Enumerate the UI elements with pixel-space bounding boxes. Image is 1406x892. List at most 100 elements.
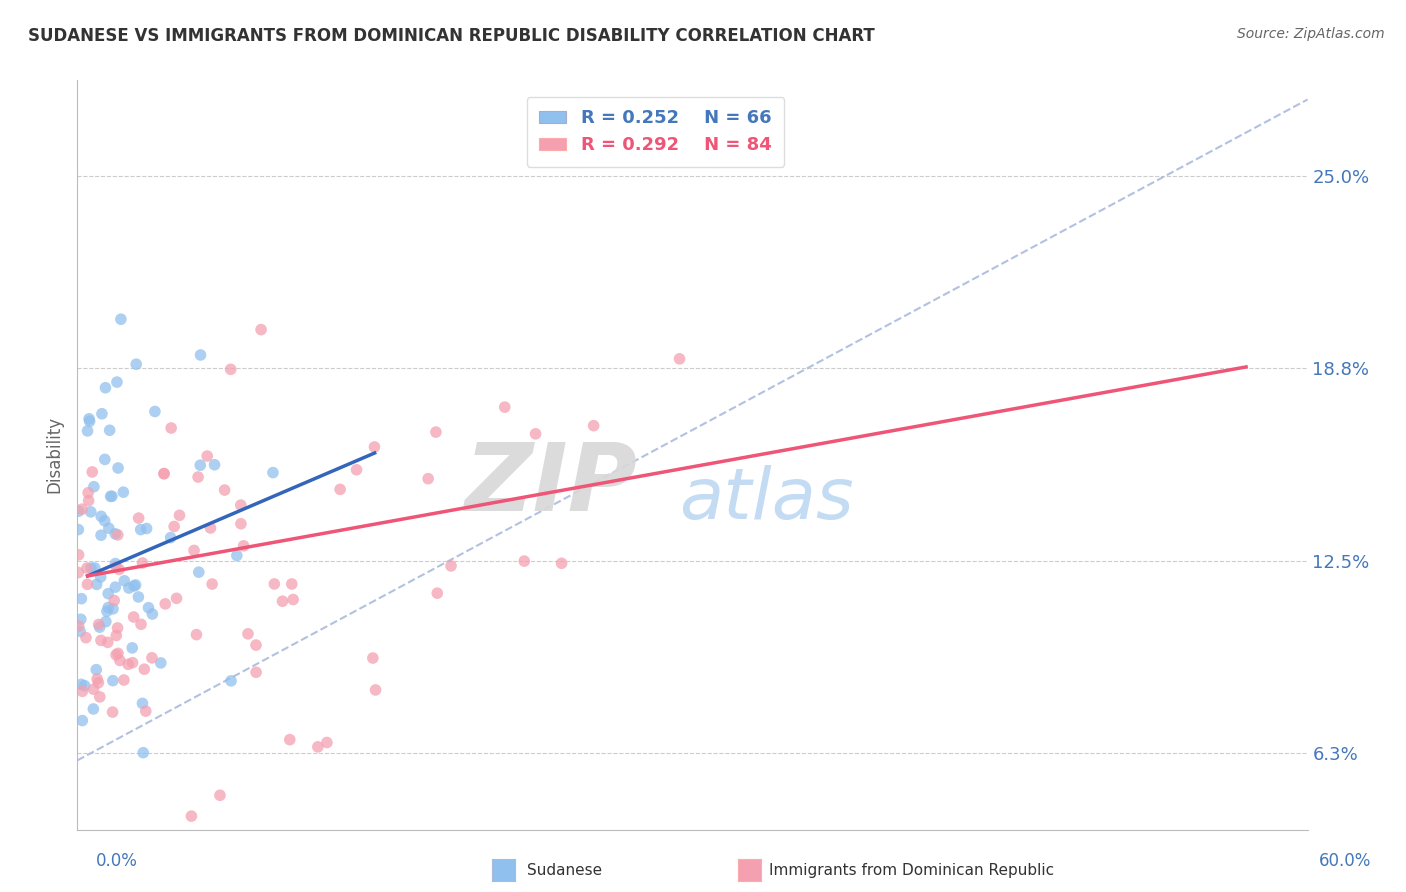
Point xyxy=(105,628,128,642)
Point xyxy=(236,627,259,641)
Point xyxy=(118,581,141,595)
Point xyxy=(188,458,211,473)
Text: SUDANESE VS IMMIGRANTS FROM DOMINICAN REPUBLIC DISABILITY CORRELATION CHART: SUDANESE VS IMMIGRANTS FROM DOMINICAN RE… xyxy=(28,27,875,45)
Point xyxy=(138,600,160,615)
Point xyxy=(440,558,463,573)
Point xyxy=(153,467,176,481)
Point xyxy=(98,423,121,437)
Point xyxy=(141,607,163,621)
Point xyxy=(278,732,301,747)
Point xyxy=(105,648,128,662)
Point xyxy=(163,519,186,533)
Point xyxy=(101,705,124,719)
Point xyxy=(190,348,212,362)
Point xyxy=(195,449,218,463)
Point xyxy=(143,404,166,418)
Point xyxy=(219,673,242,688)
Point xyxy=(89,620,111,634)
Point xyxy=(361,651,384,665)
Point xyxy=(97,521,120,535)
Text: 60.0%: 60.0% xyxy=(1319,852,1371,870)
Point xyxy=(159,531,181,545)
Legend: R = 0.252    N = 66, R = 0.292    N = 84: R = 0.252 N = 66, R = 0.292 N = 84 xyxy=(527,97,785,167)
Point xyxy=(346,463,368,477)
Point xyxy=(86,672,108,686)
Point xyxy=(72,684,94,698)
Point xyxy=(67,619,90,633)
Point xyxy=(329,483,352,497)
Point xyxy=(107,646,129,660)
Point xyxy=(271,594,294,608)
Point xyxy=(364,682,387,697)
Point xyxy=(67,548,90,562)
Point xyxy=(72,714,94,728)
Point xyxy=(108,562,131,576)
Point xyxy=(94,452,117,467)
Point xyxy=(76,561,98,575)
Point xyxy=(668,351,690,366)
Point xyxy=(183,543,205,558)
Point xyxy=(307,739,329,754)
Point xyxy=(108,653,131,667)
Text: ZIP: ZIP xyxy=(464,439,637,531)
Point xyxy=(169,508,191,523)
Point xyxy=(582,418,605,433)
Point xyxy=(131,697,153,711)
Point xyxy=(82,465,104,479)
Point xyxy=(214,483,236,497)
Point xyxy=(69,612,91,626)
Point xyxy=(77,412,100,426)
Point xyxy=(112,673,135,687)
Point xyxy=(105,560,128,574)
Point xyxy=(160,421,183,435)
Point xyxy=(128,511,150,525)
Point xyxy=(180,809,202,823)
Point xyxy=(141,650,163,665)
Point xyxy=(77,485,100,500)
Point xyxy=(83,480,105,494)
Point xyxy=(73,679,96,693)
Point xyxy=(225,549,247,563)
Point xyxy=(80,505,103,519)
Point xyxy=(155,597,177,611)
Point xyxy=(418,472,440,486)
Point xyxy=(524,426,547,441)
Point xyxy=(67,504,90,518)
Point xyxy=(101,602,124,616)
Point xyxy=(121,640,143,655)
Point xyxy=(263,577,285,591)
Text: Immigrants from Dominican Republic: Immigrants from Dominican Republic xyxy=(769,863,1054,878)
Point xyxy=(229,516,252,531)
Point xyxy=(94,381,117,395)
Point xyxy=(82,702,104,716)
Point xyxy=(101,489,124,503)
Point xyxy=(149,656,172,670)
Point xyxy=(201,577,224,591)
Point xyxy=(117,657,139,672)
Point xyxy=(124,578,146,592)
Point xyxy=(75,631,97,645)
Point xyxy=(76,577,98,591)
Point xyxy=(107,461,129,475)
Point xyxy=(550,556,572,570)
Point xyxy=(101,673,124,688)
Point xyxy=(90,528,112,542)
Point xyxy=(90,407,112,421)
Point xyxy=(97,587,120,601)
Point xyxy=(67,523,90,537)
Point xyxy=(103,593,125,607)
Point xyxy=(83,682,105,697)
Point xyxy=(69,624,91,639)
Point xyxy=(112,574,135,588)
Point xyxy=(187,470,209,484)
Point xyxy=(90,633,112,648)
Point xyxy=(94,615,117,629)
Point xyxy=(219,362,242,376)
Point xyxy=(97,635,120,649)
Point xyxy=(131,556,153,570)
Point xyxy=(86,577,108,591)
Point xyxy=(87,617,110,632)
Point xyxy=(89,690,111,704)
Point xyxy=(90,570,112,584)
Point xyxy=(90,509,112,524)
